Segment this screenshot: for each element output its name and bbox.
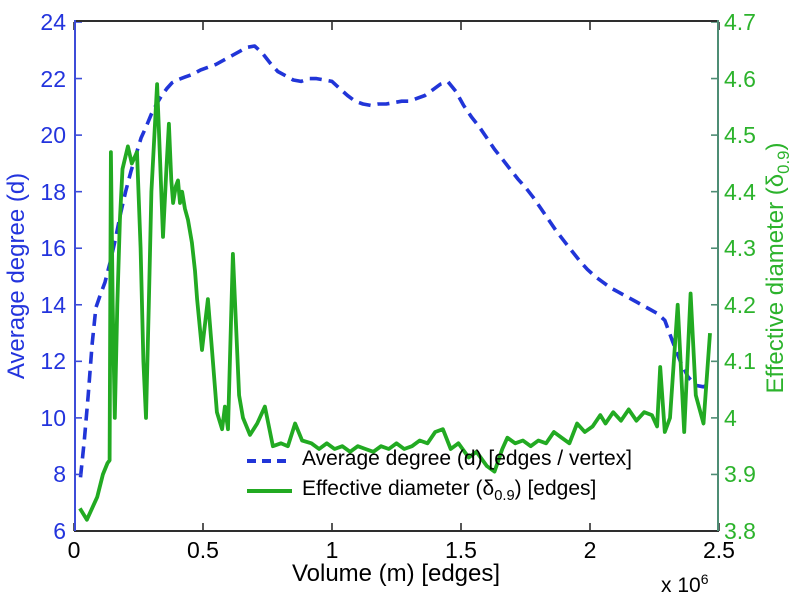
y-left-tick-label: 6 — [53, 518, 66, 544]
legend: Average degree (d) [edges / vertex] Effe… — [247, 446, 632, 506]
y-left-tick-label: 22 — [40, 65, 66, 92]
x-tick-label: 2.5 — [703, 537, 735, 563]
y-left-tick-label: 20 — [40, 122, 66, 149]
y-axis-label-right-post: ) — [762, 142, 790, 151]
series-right — [78, 82, 712, 522]
x-axis-label: Volume (m) [edges] — [291, 560, 501, 587]
y-right-tick-label: 4.4 — [724, 178, 756, 205]
y-left-tick-label: 16 — [40, 235, 66, 262]
legend-label-part: ) [edges] — [514, 477, 597, 501]
x-axis-exponent-label: x 106 — [661, 571, 709, 598]
x-axis-exponent-base: x 10 — [661, 574, 701, 597]
legend-label-part: 0.9 — [494, 488, 515, 505]
y-left-tick-label: 24 — [40, 9, 66, 35]
legend-item-effective-diameter: Effective diameter (δ0.9) [edges] — [247, 476, 632, 506]
y-axis-label-right-pre: Effective diameter (δ — [762, 173, 790, 394]
x-tick-label: 0.5 — [187, 537, 219, 563]
x-tick-label: 1.5 — [445, 537, 477, 563]
y-right-tick-label: 4.2 — [724, 291, 756, 318]
legend-label-average-degree: Average degree (d) [edges / vertex] — [302, 447, 632, 474]
y-right-tick-label: 3.9 — [724, 461, 756, 488]
x-tick-label: 1 — [325, 537, 339, 563]
y-right-tick-label: 4.3 — [724, 235, 756, 262]
y-axis-label-right: Effective diameter (δ0.9) — [762, 142, 794, 393]
y-left-tick-label: 10 — [40, 404, 66, 431]
y-right-tick-label: 4.1 — [724, 348, 756, 375]
y-axis-label-right-sub: 0.9 — [773, 150, 793, 174]
legend-item-average-degree: Average degree (d) [edges / vertex] — [247, 446, 632, 476]
y-right-tick-label: 4.5 — [724, 122, 756, 149]
x-tick-label: 2 — [583, 537, 597, 563]
x-axis-exponent-sup: 6 — [700, 571, 709, 587]
legend-label-effective-diameter: Effective diameter (δ0.9) [edges] — [302, 477, 596, 504]
y-left-tick-label: 18 — [40, 178, 66, 205]
y-right-tick-label: 3.8 — [724, 518, 756, 544]
legend-label-part: Effective diameter (δ — [302, 477, 495, 501]
legend-solid-line-sample — [247, 489, 292, 493]
y-left-tick-label: 14 — [40, 291, 66, 318]
series-left — [78, 44, 710, 478]
x-tick-label: 0 — [67, 537, 81, 563]
y-left-tick-label: 12 — [40, 348, 66, 375]
y-right-tick-label: 4.7 — [724, 9, 756, 35]
y-axis-label-left: Average degree (d) — [3, 172, 30, 380]
y-left-tick-label: 8 — [53, 461, 66, 488]
y-right-tick-label: 4 — [724, 404, 737, 431]
legend-label-part: Average degree (d) [edges / vertex] — [302, 447, 632, 471]
legend-dashed-line-sample — [247, 459, 292, 463]
y-right-tick-label: 4.6 — [724, 65, 756, 92]
